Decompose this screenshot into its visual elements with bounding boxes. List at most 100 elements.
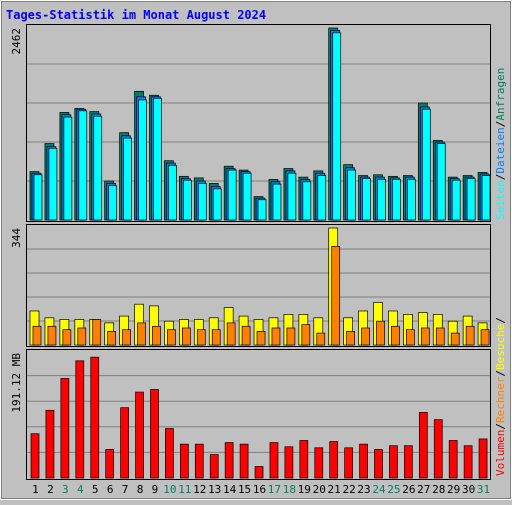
bar-pages bbox=[63, 116, 73, 221]
bar-pages bbox=[93, 115, 103, 221]
day-label: 9 bbox=[152, 483, 159, 496]
bar-sites bbox=[122, 329, 131, 346]
bar-volume bbox=[299, 440, 309, 479]
legend-sep-1: / bbox=[494, 174, 507, 181]
bar-volume bbox=[314, 447, 324, 479]
day-label: 25 bbox=[387, 483, 400, 496]
bar-sites bbox=[271, 327, 281, 346]
bar-volume bbox=[105, 449, 115, 479]
bar-volume bbox=[90, 356, 100, 479]
day-tick-labels: 1 2 3 4 5 6 7 8 9 10 11 12 13 14 15 16 17 18 19 20 21 22 23 24 2… bbox=[32, 483, 490, 496]
bar-volume bbox=[60, 378, 70, 479]
day-label: 10 bbox=[163, 483, 176, 496]
day-label: 20 bbox=[313, 483, 326, 496]
bar-sites bbox=[256, 331, 266, 346]
bar-volume bbox=[418, 412, 428, 479]
bar-sites bbox=[316, 332, 326, 346]
hits-ymax-label: 2462 bbox=[10, 28, 23, 55]
bar-pages bbox=[436, 143, 446, 221]
bar-sites bbox=[376, 320, 385, 346]
bar-pages bbox=[451, 179, 461, 221]
hits-bars bbox=[29, 27, 491, 221]
legend-visits: Besuche bbox=[494, 324, 507, 370]
day-label: 13 bbox=[208, 483, 221, 496]
bar-volume bbox=[194, 443, 204, 479]
day-label: 15 bbox=[238, 483, 251, 496]
day-label: 26 bbox=[402, 483, 415, 496]
bar-sites bbox=[480, 329, 490, 346]
bar-sites bbox=[196, 329, 206, 346]
legend-volume-sites-visits: Volumen/Rechner/Besuche/ bbox=[494, 317, 507, 476]
bar-pages bbox=[272, 183, 282, 221]
bar-volume bbox=[135, 391, 144, 479]
day-label: 24 bbox=[372, 483, 386, 496]
bar-pages bbox=[183, 179, 192, 221]
day-label: 1 bbox=[32, 483, 39, 496]
bar-sites bbox=[286, 327, 296, 346]
bar-sites bbox=[331, 246, 341, 346]
volume-frame bbox=[26, 349, 491, 480]
bar-volume bbox=[433, 419, 443, 479]
bar-pages bbox=[466, 178, 476, 221]
bar-pages bbox=[362, 178, 371, 221]
legend-pages: Seiten bbox=[494, 180, 507, 220]
day-label: 7 bbox=[122, 483, 129, 496]
bar-pages bbox=[392, 179, 401, 221]
legend-sep-5: / bbox=[494, 317, 507, 324]
bar-sites bbox=[406, 329, 415, 346]
bar-sites bbox=[92, 319, 102, 346]
day-label: 28 bbox=[432, 483, 445, 496]
visits-ymax-label: 344 bbox=[10, 228, 23, 248]
bar-sites bbox=[167, 329, 176, 346]
bar-volume bbox=[463, 445, 473, 479]
day-label: 11 bbox=[178, 483, 191, 496]
bar-volume bbox=[239, 443, 249, 479]
bar-pages bbox=[317, 175, 327, 221]
bar-volume bbox=[448, 440, 458, 479]
bar-pages bbox=[347, 169, 356, 221]
bar-pages bbox=[302, 181, 312, 221]
volume-ymax-label: 191.12 MB bbox=[10, 353, 23, 413]
day-label: 3 bbox=[62, 483, 69, 496]
bar-sites bbox=[346, 331, 355, 346]
bar-pages bbox=[48, 147, 58, 221]
day-label: 21 bbox=[328, 483, 341, 496]
bar-sites bbox=[435, 327, 445, 346]
bar-sites bbox=[77, 327, 87, 346]
bar-volume bbox=[389, 445, 398, 479]
bar-volume bbox=[374, 449, 383, 479]
bar-volume bbox=[165, 428, 174, 479]
bar-pages bbox=[153, 97, 162, 221]
bar-sites bbox=[226, 322, 236, 346]
bar-pages bbox=[227, 169, 237, 221]
chart-title: Tages-Statistik im Monat August 2024 bbox=[6, 8, 266, 22]
bar-volume bbox=[254, 466, 264, 479]
bar-volume bbox=[30, 433, 40, 479]
bar-sites bbox=[32, 325, 42, 346]
day-label: 4 bbox=[77, 483, 84, 496]
bar-volume bbox=[269, 442, 279, 479]
legend-sites: Rechner bbox=[494, 376, 507, 423]
bar-pages bbox=[33, 174, 43, 221]
hits-files-panel: 2462 bbox=[10, 24, 491, 222]
day-label: 16 bbox=[253, 483, 266, 496]
day-label: 18 bbox=[283, 483, 296, 496]
bar-sites bbox=[361, 327, 370, 346]
bar-pages bbox=[138, 99, 147, 221]
day-label: 17 bbox=[268, 483, 281, 496]
day-label: 14 bbox=[223, 483, 237, 496]
day-label: 30 bbox=[462, 483, 475, 496]
day-label: 19 bbox=[298, 483, 311, 496]
day-label: 27 bbox=[417, 483, 430, 496]
day-label: 8 bbox=[137, 483, 144, 496]
day-label: 22 bbox=[342, 483, 355, 496]
bar-volume bbox=[150, 389, 159, 479]
bar-volume bbox=[75, 360, 85, 479]
bar-volume bbox=[180, 443, 189, 479]
legend-volume: Volumen bbox=[494, 430, 507, 476]
legend-files: Dateien bbox=[494, 127, 507, 173]
legend-sep-2: / bbox=[494, 121, 507, 128]
bar-volume bbox=[120, 407, 129, 479]
